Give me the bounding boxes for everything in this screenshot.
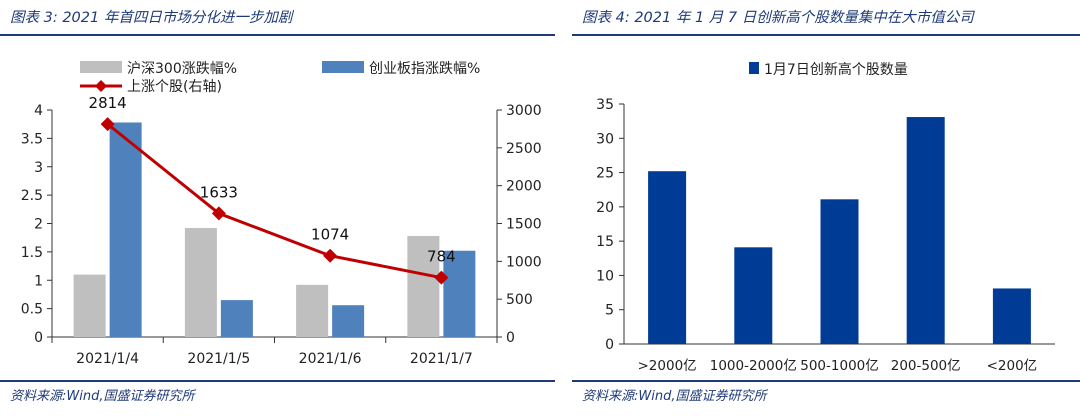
x-tick-label: 2021/1/6 bbox=[299, 351, 362, 367]
y-tick-label: 25 bbox=[596, 166, 614, 182]
y-tick-label: 0 bbox=[605, 337, 614, 353]
line-point-marker bbox=[100, 117, 115, 132]
left-y-tick-label: 2 bbox=[34, 217, 43, 233]
right-source-rule bbox=[572, 380, 1080, 382]
x-tick-label: 2021/1/5 bbox=[187, 351, 250, 367]
left-y-tick-label: 4 bbox=[34, 103, 43, 119]
bar-new-high-count bbox=[648, 171, 687, 344]
right-y-tick-label: 3000 bbox=[506, 103, 542, 119]
bar-chinext bbox=[109, 122, 142, 337]
bar-chinext bbox=[220, 300, 253, 337]
right-y-tick-label: 1500 bbox=[506, 217, 542, 233]
legend-label-rising: 上涨个股(右轴) bbox=[127, 79, 222, 95]
left-figure-panel: 图表 3: 2021 年首四日市场分化进一步加剧 0 0.5 1 1.5 2 2.5 3 3.… bbox=[0, 10, 555, 404]
left-y-tick-label: 0 bbox=[34, 330, 43, 346]
legend-swatch bbox=[749, 62, 759, 74]
bar-csi300 bbox=[296, 284, 329, 337]
right-y-tick-label: 2000 bbox=[506, 179, 542, 195]
x-tick-label: 1000-2000亿 bbox=[710, 358, 797, 374]
x-tick-label: <200亿 bbox=[987, 358, 1038, 374]
line-data-label: 1074 bbox=[311, 226, 349, 244]
line-rising-stocks bbox=[106, 122, 442, 280]
left-y-tick-label: 3.5 bbox=[21, 131, 43, 147]
right-chart: 0 5 10 15 20 25 30 35 >2000亿 1000-2000亿 500-1000亿 2… bbox=[596, 61, 1055, 374]
left-chart: 0 0.5 1 1.5 2 2.5 3 3.5 4 0 500 1000 1500 2000 2500 300… bbox=[21, 61, 542, 367]
line-point-marker bbox=[434, 270, 449, 285]
bar-csi300 bbox=[73, 274, 106, 337]
x-tick-label: 2021/1/7 bbox=[410, 351, 473, 367]
legend-swatch-csi300 bbox=[80, 61, 122, 73]
bar-new-high-count bbox=[906, 117, 945, 345]
right-y-tick-label: 0 bbox=[506, 330, 515, 346]
left-y-tick-label: 1.5 bbox=[21, 245, 43, 261]
legend-label: 1月7日创新高个股数量 bbox=[764, 61, 908, 78]
right-figure-title: 图表 4: 2021 年 1 月 7 日创新高个股数量集中在大市值公司 bbox=[582, 10, 974, 26]
bar-new-high-count bbox=[734, 247, 773, 344]
y-tick-label: 35 bbox=[596, 97, 614, 113]
y-tick-label: 10 bbox=[596, 268, 614, 284]
bar-new-high-count bbox=[992, 288, 1031, 344]
line-data-label: 784 bbox=[427, 248, 456, 266]
line-data-label: 1633 bbox=[200, 183, 238, 201]
right-y-tick-label: 1000 bbox=[506, 254, 542, 270]
bar-chinext bbox=[443, 250, 476, 337]
legend-swatch-rising-marker bbox=[95, 80, 107, 92]
bar-new-high-count bbox=[820, 199, 859, 344]
right-title-rule bbox=[572, 34, 1080, 36]
left-y-tick-label: 0.5 bbox=[21, 302, 43, 318]
left-title-rule bbox=[0, 34, 555, 36]
x-tick-label: >2000亿 bbox=[638, 358, 697, 374]
left-y-tick-label: 3 bbox=[34, 160, 43, 176]
left-source-rule bbox=[0, 380, 555, 382]
right-y-tick-label: 500 bbox=[506, 292, 533, 308]
bar-csi300 bbox=[407, 235, 440, 337]
right-y-tick-label: 2500 bbox=[506, 141, 542, 157]
left-y-tick-label: 1 bbox=[34, 273, 43, 289]
y-tick-label: 30 bbox=[596, 131, 614, 147]
y-tick-label: 5 bbox=[605, 303, 614, 319]
left-figure-source: 资料来源:Wind,国盛证券研究所 bbox=[10, 389, 195, 404]
x-tick-label: 500-1000亿 bbox=[800, 358, 879, 374]
line-data-label: 2814 bbox=[89, 94, 127, 112]
line-point-marker bbox=[323, 248, 338, 263]
left-figure-title: 图表 3: 2021 年首四日市场分化进一步加剧 bbox=[10, 10, 293, 26]
line-point-marker bbox=[211, 206, 226, 221]
x-tick-label: 2021/1/4 bbox=[76, 351, 139, 367]
bar-csi300 bbox=[184, 228, 217, 337]
y-tick-label: 15 bbox=[596, 234, 614, 250]
legend-label-chinext: 创业板指涨跌幅% bbox=[369, 61, 480, 77]
y-tick-label: 20 bbox=[596, 200, 614, 216]
right-figure-source: 资料来源:Wind,国盛证券研究所 bbox=[582, 389, 767, 404]
right-figure-panel: 图表 4: 2021 年 1 月 7 日创新高个股数量集中在大市值公司 0 5 10… bbox=[572, 0, 1080, 417]
legend-label-csi300: 沪深300涨跌幅% bbox=[127, 61, 237, 77]
bar-chinext bbox=[332, 305, 365, 337]
legend-swatch-chinext bbox=[322, 61, 364, 73]
left-y-tick-label: 2.5 bbox=[21, 188, 43, 204]
x-tick-label: 200-500亿 bbox=[891, 358, 961, 374]
